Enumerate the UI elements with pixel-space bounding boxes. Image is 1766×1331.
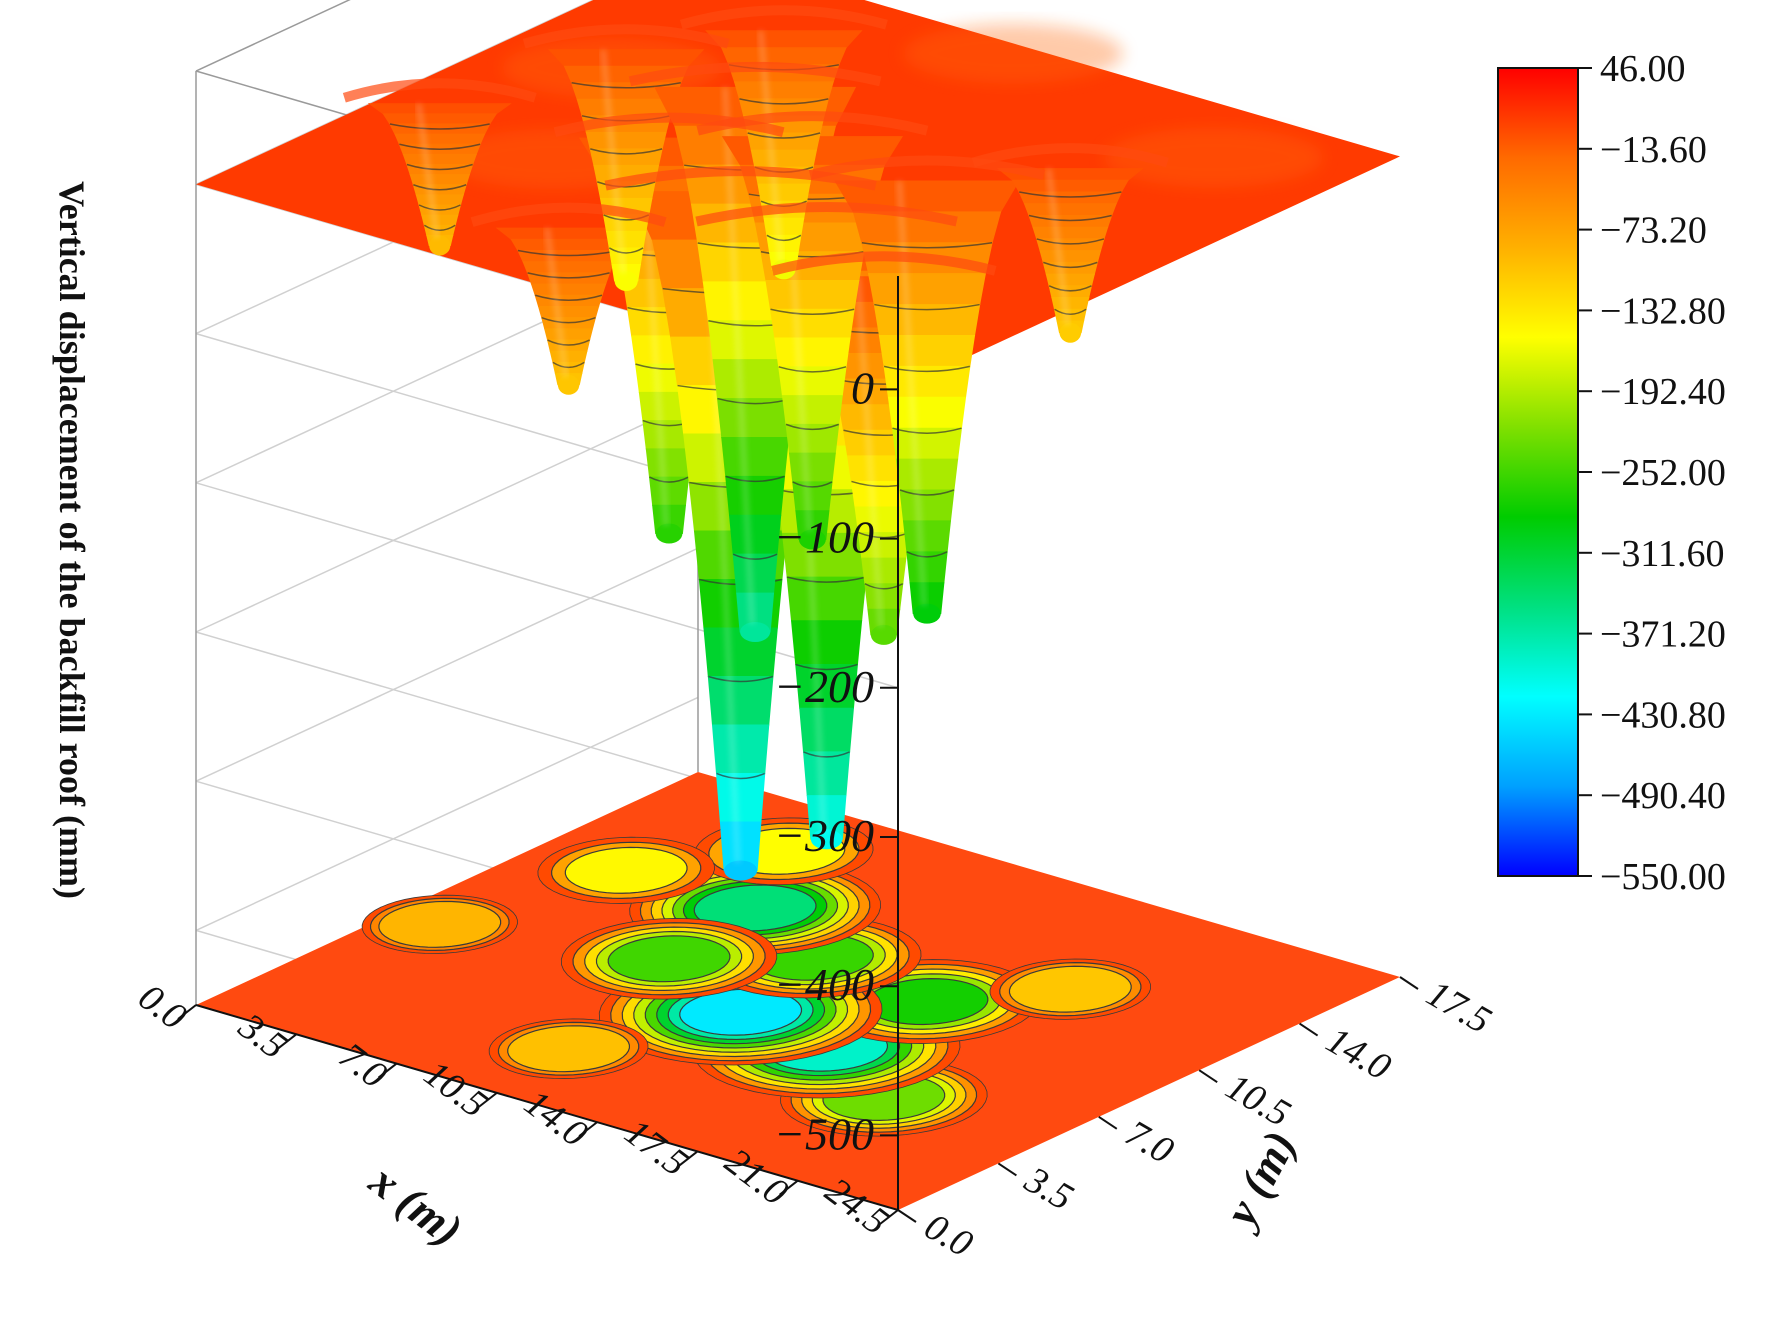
z-tick-label: −200 <box>774 661 874 712</box>
x-tick <box>879 1209 899 1225</box>
grid-line-z <box>195 482 899 689</box>
colorbar-tick-label: −252.00 <box>1600 452 1726 494</box>
colorbar-tick-label: −490.40 <box>1600 775 1726 817</box>
depression-rim <box>808 155 1046 180</box>
y-tick <box>997 1162 1017 1177</box>
y-tick-label: 0.0 <box>918 1205 980 1265</box>
grid-line-z <box>195 398 699 633</box>
x-tick <box>277 1033 297 1050</box>
depression-rim <box>522 24 730 49</box>
z-tick-label: −400 <box>774 959 874 1010</box>
colorbar-gradient <box>1497 67 1579 877</box>
depression-rim <box>679 5 888 30</box>
y-tick <box>1299 1022 1319 1037</box>
floor-contour-ring <box>564 846 688 894</box>
depression-rim <box>971 143 1169 168</box>
y-tick-label: 14.0 <box>1319 1019 1398 1089</box>
depression-rim <box>604 166 877 191</box>
x-tick <box>779 1179 799 1196</box>
x-axis-label: x (m) <box>360 1154 472 1256</box>
floor-contour-map <box>196 772 1400 1210</box>
surface-depression <box>367 103 512 256</box>
z-tick-label: 0 <box>851 362 874 413</box>
colorbar-tick-label: −13.60 <box>1600 129 1707 171</box>
x-tick <box>578 1121 598 1137</box>
surface-depression <box>547 49 705 291</box>
depression-rim <box>342 78 537 103</box>
depression-rim <box>553 112 785 138</box>
grid-line-z <box>195 0 596 186</box>
colorbar-tick-label: −550.00 <box>1600 856 1726 898</box>
floor-contour-ring <box>693 884 817 932</box>
x-tick-label: 0.0 <box>131 976 194 1038</box>
depression-rim <box>696 111 929 136</box>
x-axis-line <box>195 1004 899 1211</box>
surface-depression <box>495 227 642 395</box>
y-tick-label: 10.5 <box>1219 1066 1298 1136</box>
y-axis-label: y (m) <box>1212 1122 1306 1237</box>
grid-line-z <box>195 547 699 782</box>
grid-line-z <box>195 696 699 932</box>
colorbar-tick-label: −311.60 <box>1600 533 1725 575</box>
depression-rim <box>771 251 997 276</box>
colorbar-tick-label: −430.80 <box>1600 694 1726 736</box>
depression-rim <box>470 202 667 227</box>
floor-contour-ring <box>607 935 731 983</box>
y-tick <box>897 1209 917 1223</box>
colorbar-tick-label: −192.40 <box>1600 371 1726 413</box>
x-tick <box>377 1062 398 1079</box>
z-tick-label: −100 <box>774 512 874 563</box>
surface-undulation <box>903 23 1124 84</box>
floor-contour-ring <box>378 900 502 948</box>
y-tick-label: 17.5 <box>1420 972 1499 1042</box>
surface-undulation <box>1103 127 1324 188</box>
y-tick-label: 7.0 <box>1118 1112 1180 1172</box>
z-tick-label: −500 <box>774 1108 874 1159</box>
y-tick <box>1399 976 1419 990</box>
colorbar: 46.00 −13.60 −73.20 −132.80 −192.40 −252.00 −3… <box>1497 48 1726 898</box>
x-tick <box>177 1004 197 1020</box>
surface-3d <box>196 0 1400 881</box>
depression-rim <box>628 61 882 87</box>
y-tick <box>1198 1069 1218 1084</box>
colorbar-tick-label: −371.20 <box>1600 614 1726 656</box>
depression-rim <box>695 202 958 227</box>
x-tick <box>478 1092 498 1108</box>
floor-contour-ring <box>507 1025 631 1073</box>
x-tick <box>678 1150 699 1167</box>
colorbar-tick-label: −73.20 <box>1600 210 1707 252</box>
colorbar-tick-label: 46.00 <box>1600 48 1686 90</box>
z-axis-label: Vertical displacement of the backfill ro… <box>52 181 92 899</box>
y-tick <box>1098 1115 1118 1130</box>
floor-contour-ring <box>1008 965 1132 1013</box>
wall-frame <box>195 0 351 72</box>
y-tick-label: 3.5 <box>1017 1158 1080 1219</box>
z-tick-label: −300 <box>774 810 874 861</box>
colorbar-tick-label: −132.80 <box>1600 290 1726 332</box>
